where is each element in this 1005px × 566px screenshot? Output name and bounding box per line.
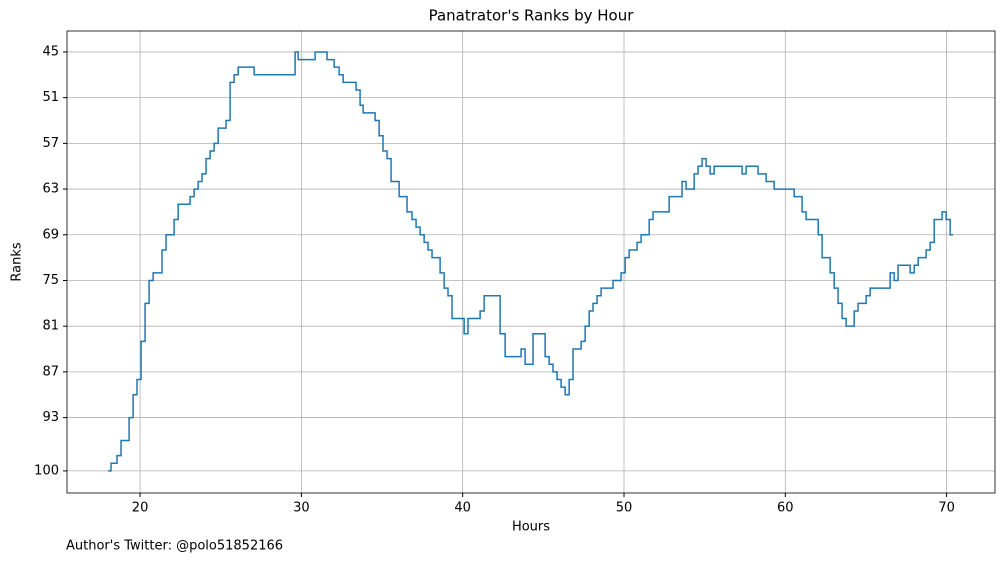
y-tick-label: 51 [42, 90, 59, 105]
y-tick-label: 57 [42, 136, 59, 151]
x-tick-label: 70 [938, 501, 955, 516]
x-tick-label: 40 [454, 501, 471, 516]
y-axis-label: Ranks [10, 242, 25, 281]
chart-title: Panatrator's Ranks by Hour [429, 7, 635, 25]
y-tick-label: 93 [42, 410, 59, 425]
y-tick-label: 81 [42, 319, 59, 334]
y-tick-label: 100 [34, 463, 59, 478]
y-tick-label: 69 [42, 227, 59, 242]
x-tick-label: 60 [777, 501, 794, 516]
y-tick-label: 75 [42, 273, 59, 288]
x-tick-label: 20 [132, 501, 149, 516]
plot-frame [66, 30, 996, 494]
y-tick-label: 45 [42, 44, 59, 59]
x-tick-label: 30 [293, 501, 310, 516]
y-tick-label: 87 [42, 364, 59, 379]
footer-note: Author's Twitter: @polo51852166 [66, 539, 283, 554]
x-axis-label: Hours [512, 520, 550, 535]
y-tick-label: 63 [42, 182, 59, 197]
rank-line [108, 51, 954, 472]
x-tick-label: 50 [616, 501, 633, 516]
